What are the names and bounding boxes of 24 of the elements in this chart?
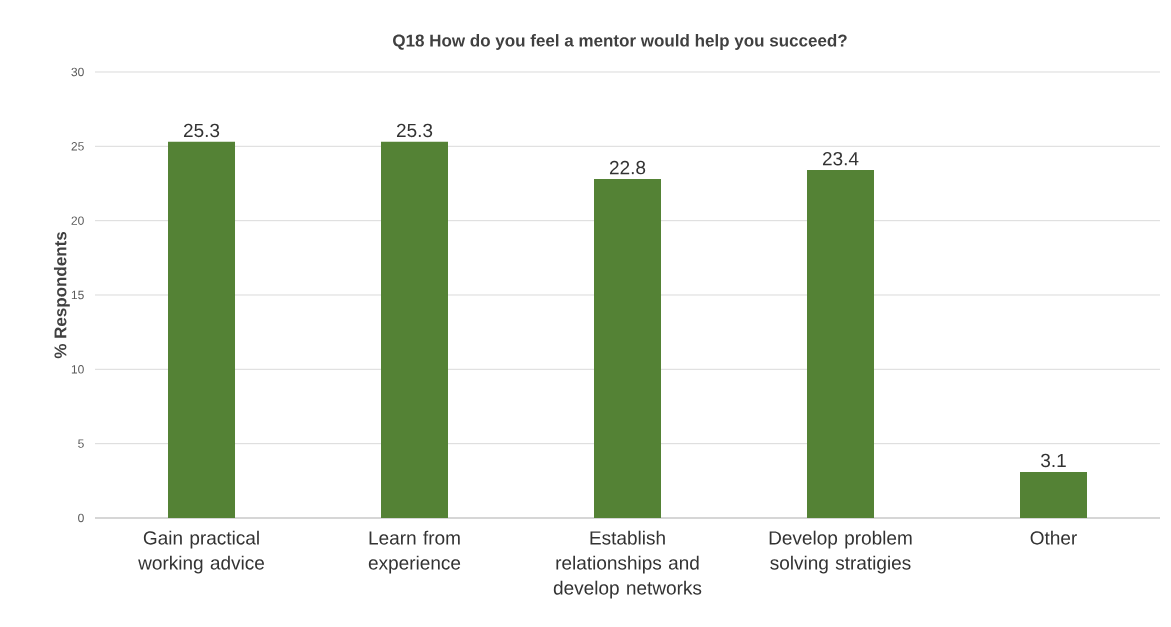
bar: [807, 170, 874, 518]
bar: [594, 179, 661, 518]
data-label: 25.3: [183, 123, 220, 138]
y-tick-label: 5: [78, 439, 84, 448]
chart-title: Q18 How do you feel a mentor would help you succeed?: [393, 34, 847, 50]
x-tick-label: Develop problem solving stratigies: [769, 530, 912, 574]
y-axis-title: % Respondents: [53, 231, 70, 359]
data-label: 25.3: [396, 123, 433, 138]
bar: [381, 141, 448, 518]
y-tick-label: 30: [71, 67, 84, 77]
x-tick-label: Gain practical working advice: [138, 530, 264, 574]
y-tick-label: 0: [78, 513, 84, 523]
x-tick-label: Establish relationships and develop networks: [553, 530, 702, 599]
x-tick-label: Other: [1030, 530, 1077, 545]
data-label: 22.8: [609, 160, 646, 175]
y-tick-label: 20: [71, 216, 84, 225]
bar: [168, 141, 236, 518]
y-tick-label: 15: [71, 290, 84, 300]
y-tick-label: 25: [71, 142, 84, 151]
y-tick-label: 10: [71, 365, 84, 374]
data-label: 23.4: [822, 151, 859, 166]
x-tick-label: Learn from experience: [368, 530, 461, 574]
bar: [1020, 471, 1087, 518]
data-label: 3.1: [1041, 453, 1066, 468]
